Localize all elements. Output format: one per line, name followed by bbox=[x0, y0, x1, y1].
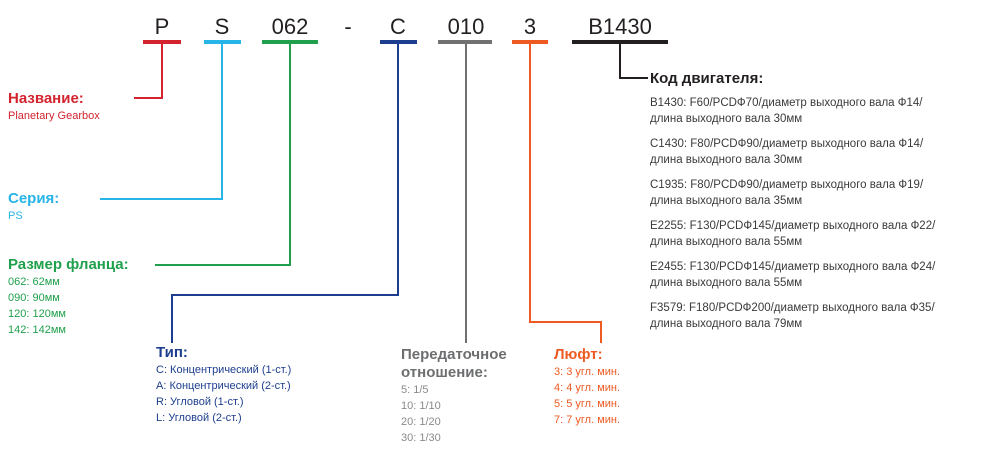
motor-item-line: длина выходного вала 30мм bbox=[650, 154, 803, 166]
ratio-item: 30: 1/30 bbox=[401, 432, 441, 444]
code-ratio: 010 bbox=[447, 14, 485, 39]
code-p: P bbox=[154, 14, 170, 39]
type-item: L: Угловой (2-ст.) bbox=[156, 412, 242, 424]
motor-block: Код двигателя: B1430: F60/PCDФ70/диаметр… bbox=[650, 70, 935, 341]
code-s: S bbox=[214, 14, 230, 39]
type-item: A: Концентрический (2-ст.) bbox=[156, 380, 291, 392]
code-motor: B1430 bbox=[588, 14, 652, 39]
ratio-title-line2: отношение: bbox=[401, 364, 488, 381]
line-type bbox=[171, 42, 399, 343]
ratio-item: 10: 1/10 bbox=[401, 400, 441, 412]
motor-item: B1430: F60/PCDФ70/диаметр выходного вала… bbox=[650, 95, 935, 127]
backlash-item: 4: 4 угл. мин. bbox=[554, 382, 621, 394]
code-type: C bbox=[390, 14, 406, 39]
motor-item-line: C1935: F80/PCDФ90/диаметр выходного вала… bbox=[650, 179, 924, 191]
line-series bbox=[100, 42, 223, 200]
motor-item-line: F3579: F180/PCDФ200/диаметр выходного ва… bbox=[650, 302, 935, 314]
code-dash: - bbox=[344, 14, 352, 39]
flange-item: 090: 90мм bbox=[8, 292, 60, 304]
line-motor bbox=[619, 42, 648, 79]
series-block: Серия: PS bbox=[8, 190, 59, 224]
motor-item: C1935: F80/PCDФ90/диаметр выходного вала… bbox=[650, 177, 935, 209]
name-title: Название: bbox=[8, 90, 84, 107]
motor-item-line: длина выходного вала 55мм bbox=[650, 236, 803, 248]
series-title: Серия: bbox=[8, 190, 60, 207]
backlash-item: 3: 3 угл. мин. bbox=[554, 366, 621, 378]
motor-item-line: длина выходного вала 30мм bbox=[650, 113, 803, 125]
ratio-item: 5: 1/5 bbox=[401, 384, 429, 396]
motor-item: F3579: F180/PCDФ200/диаметр выходного ва… bbox=[650, 300, 935, 332]
flange-item: 120: 120мм bbox=[8, 308, 66, 320]
motor-item-line: E2455: F130/PCDФ145/диаметр выходного ва… bbox=[650, 261, 936, 273]
backlash-block: Люфт: 3: 3 угл. мин. 4: 4 угл. мин. 5: 5… bbox=[554, 346, 620, 428]
ratio-title-line1: Передаточное bbox=[401, 346, 507, 363]
code-flange: 062 bbox=[271, 14, 309, 39]
backlash-item: 5: 5 угл. мин. bbox=[554, 398, 621, 410]
motor-item: C1430: F80/PCDФ90/диаметр выходного вала… bbox=[650, 136, 935, 168]
motor-title: Код двигателя: bbox=[650, 70, 764, 87]
motor-item-line: C1430: F80/PCDФ90/диаметр выходного вала… bbox=[650, 138, 924, 150]
motor-item: E2255: F130/PCDФ145/диаметр выходного ва… bbox=[650, 218, 935, 250]
line-flange bbox=[155, 42, 291, 266]
flange-item: 062: 62мм bbox=[8, 276, 60, 288]
type-item: R: Угловой (1-ст.) bbox=[156, 396, 244, 408]
line-backlash bbox=[529, 42, 602, 343]
line-name bbox=[134, 42, 163, 99]
type-block: Тип: C: Концентрический (1-ст.) A: Конце… bbox=[156, 344, 291, 426]
backlash-title: Люфт: bbox=[554, 346, 603, 363]
flange-item: 142: 142мм bbox=[8, 324, 66, 336]
flange-block: Размер фланца: 062: 62мм 090: 90мм 120: … bbox=[8, 256, 129, 338]
motor-item-line: длина выходного вала 79мм bbox=[650, 318, 803, 330]
motor-item-line: B1430: F60/PCDФ70/диаметр выходного вала… bbox=[650, 97, 923, 109]
series-item: PS bbox=[8, 210, 23, 222]
motor-item-line: длина выходного вала 35мм bbox=[650, 195, 803, 207]
type-item: C: Концентрический (1-ст.) bbox=[156, 364, 292, 376]
name-item: Planetary Gearbox bbox=[8, 110, 100, 122]
code-backlash: 3 bbox=[523, 14, 537, 39]
backlash-item: 7: 7 угл. мин. bbox=[554, 414, 621, 426]
motor-item: E2455: F130/PCDФ145/диаметр выходного ва… bbox=[650, 259, 935, 291]
flange-title: Размер фланца: bbox=[8, 256, 129, 273]
motor-item-line: длина выходного вала 55мм bbox=[650, 277, 803, 289]
ratio-item: 20: 1/20 bbox=[401, 416, 441, 428]
ratio-block: Передаточное отношение: 5: 1/5 10: 1/10 … bbox=[401, 346, 507, 446]
name-block: Название: Planetary Gearbox bbox=[8, 90, 100, 124]
type-title: Тип: bbox=[156, 344, 188, 361]
motor-item-line: E2255: F130/PCDФ145/диаметр выходного ва… bbox=[650, 220, 936, 232]
